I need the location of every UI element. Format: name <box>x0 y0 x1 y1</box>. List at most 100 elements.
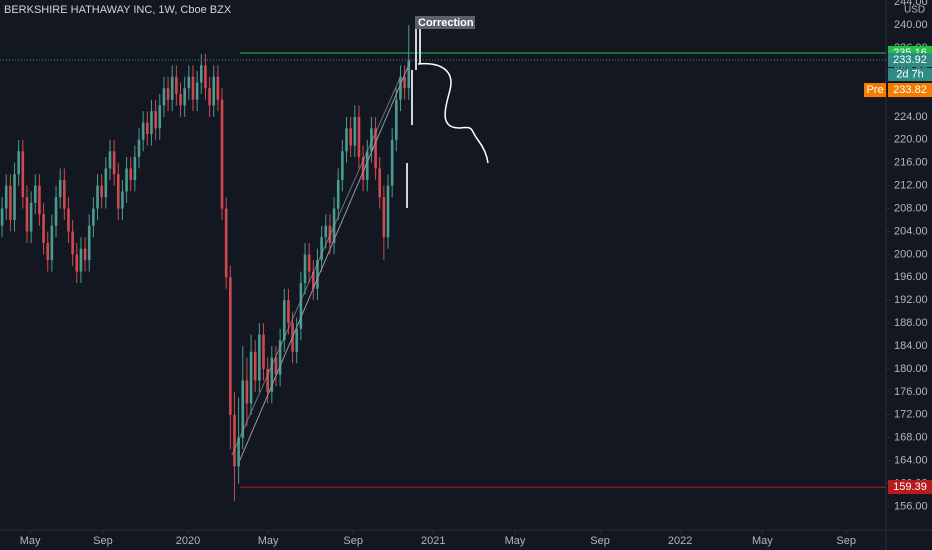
candle-body <box>158 105 162 129</box>
y-tick-label: 200.00 <box>894 248 928 260</box>
candle-body <box>399 76 402 100</box>
candle-body <box>245 380 249 404</box>
candle-body <box>9 185 12 221</box>
candle-body <box>116 174 120 209</box>
premarket-badge <box>864 83 886 98</box>
candle-body <box>75 254 79 272</box>
x-tick-label: Sep <box>343 535 363 547</box>
candle-body <box>129 168 133 180</box>
candle-body <box>125 168 128 192</box>
candle-body <box>137 139 141 157</box>
x-tick-label: May <box>752 535 773 547</box>
y-tick-label: 176.00 <box>894 386 928 398</box>
trend-line <box>231 77 401 456</box>
candle-body <box>237 437 240 467</box>
price-tag <box>888 53 932 68</box>
candle-body <box>141 122 145 140</box>
candle-body <box>278 340 282 375</box>
candle-body <box>320 237 323 261</box>
projection-curve <box>417 62 489 164</box>
candle-body <box>378 168 382 198</box>
candle-body <box>262 334 265 369</box>
candle-body <box>179 93 182 106</box>
y-tick-label: 240.00 <box>894 19 928 31</box>
candle-body <box>253 351 257 381</box>
x-tick-label: May <box>505 535 526 547</box>
currency: USD <box>904 5 925 16</box>
candle-body <box>212 76 216 106</box>
candle-body <box>25 197 29 232</box>
candle-body <box>282 300 286 341</box>
x-tick-label: 2022 <box>668 535 692 547</box>
candle-body <box>79 248 83 272</box>
candle-body <box>71 231 74 255</box>
candle-body <box>17 151 20 175</box>
annotation-box <box>415 16 475 29</box>
candle-body <box>224 208 228 278</box>
candle-body <box>229 277 232 415</box>
candle-body <box>395 99 398 140</box>
candle-body <box>100 185 103 198</box>
candle-body <box>349 128 352 146</box>
candle-body <box>316 260 319 289</box>
y-tick-label: 192.00 <box>894 294 928 306</box>
candle-body <box>208 88 211 106</box>
candle-body <box>345 128 348 152</box>
candle-body <box>63 179 66 209</box>
x-tick-label: Sep <box>836 535 856 547</box>
trend-line <box>239 61 411 461</box>
candle-body <box>92 208 95 226</box>
x-tick-label: Sep <box>93 535 113 547</box>
candle-body <box>258 334 261 381</box>
y-tick-label: 172.00 <box>894 409 928 421</box>
candle-body <box>83 248 87 261</box>
y-tick-label: 220.00 <box>894 134 928 146</box>
y-tick-label: 188.00 <box>894 317 928 329</box>
candle-body <box>54 197 58 226</box>
candle-body <box>299 283 303 329</box>
candle-body <box>274 357 278 375</box>
candle-body <box>390 139 394 186</box>
candle-body <box>303 254 307 284</box>
candle-body <box>166 88 170 100</box>
candle-body <box>183 88 186 106</box>
x-tick-label: May <box>258 535 279 547</box>
candle-body <box>187 76 191 89</box>
y-tick-label: 156.00 <box>894 500 928 512</box>
candle-body <box>67 208 70 232</box>
candle-body <box>0 208 4 226</box>
candle-body <box>341 151 344 180</box>
y-tick-label: 164.00 <box>894 455 928 467</box>
y-tick-label: 180.00 <box>894 363 928 375</box>
candle-body <box>4 185 8 209</box>
countdown-tag <box>888 68 932 82</box>
candle-body <box>204 65 207 89</box>
y-tick-label: 208.00 <box>894 202 928 214</box>
candle-body <box>87 225 91 261</box>
candle-body <box>386 185 390 238</box>
y-tick-label: 212.00 <box>894 180 928 192</box>
candle-body <box>150 111 153 135</box>
candle-body <box>121 191 124 209</box>
candle-body <box>336 179 340 209</box>
annotation: Correction <box>418 17 474 29</box>
candle-body <box>361 156 365 180</box>
drawing-bar <box>415 28 417 70</box>
drawing-bar <box>411 70 413 125</box>
y-tick-label: 224.00 <box>894 111 928 123</box>
x-tick-label: Sep <box>590 535 610 547</box>
candle-body <box>46 242 50 261</box>
candle-body <box>112 151 116 175</box>
candle-body <box>175 76 178 94</box>
premarket-tag <box>888 83 932 98</box>
candle-body <box>407 59 411 89</box>
price-tag-label: 159.39 <box>893 481 927 493</box>
candle-body <box>370 128 373 152</box>
candle-body <box>382 197 386 238</box>
candle-body <box>195 82 199 100</box>
x-tick-label: 2020 <box>176 535 200 547</box>
candle-body <box>324 225 328 238</box>
candle-body <box>33 185 37 203</box>
candle-body <box>220 99 224 209</box>
